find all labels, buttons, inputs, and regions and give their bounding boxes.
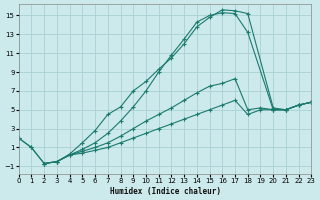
X-axis label: Humidex (Indice chaleur): Humidex (Indice chaleur) — [109, 187, 220, 196]
